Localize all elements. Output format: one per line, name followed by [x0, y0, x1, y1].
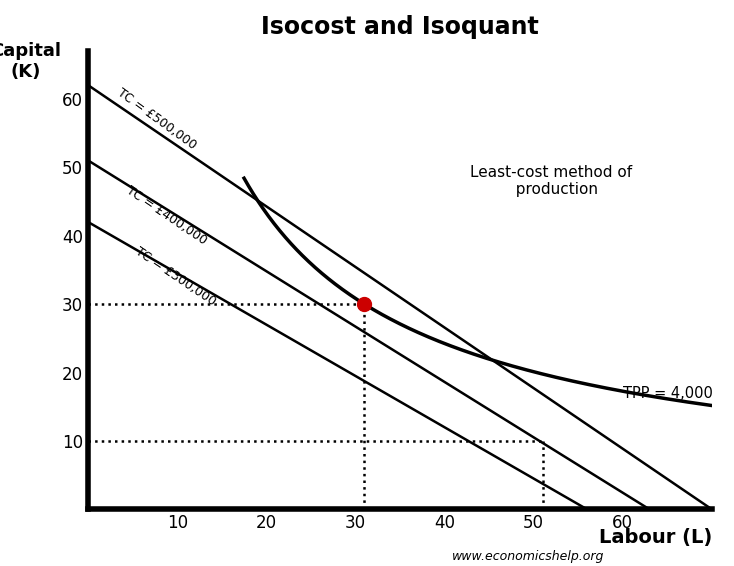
Point: [358, 299, 370, 308]
Text: Labour (L): Labour (L): [599, 528, 712, 547]
Text: TC = £500,000: TC = £500,000: [115, 87, 199, 152]
Text: Least-cost method of
  production: Least-cost method of production: [470, 165, 633, 197]
Y-axis label: Capital
(K): Capital (K): [0, 42, 61, 80]
Text: www.economicshelp.org: www.economicshelp.org: [452, 550, 605, 563]
Title: Isocost and Isoquant: Isocost and Isoquant: [261, 15, 539, 39]
Text: TC = £400,000: TC = £400,000: [124, 183, 209, 247]
Text: TC = £300,000: TC = £300,000: [133, 245, 218, 308]
Text: TPP = 4,000: TPP = 4,000: [623, 385, 713, 401]
